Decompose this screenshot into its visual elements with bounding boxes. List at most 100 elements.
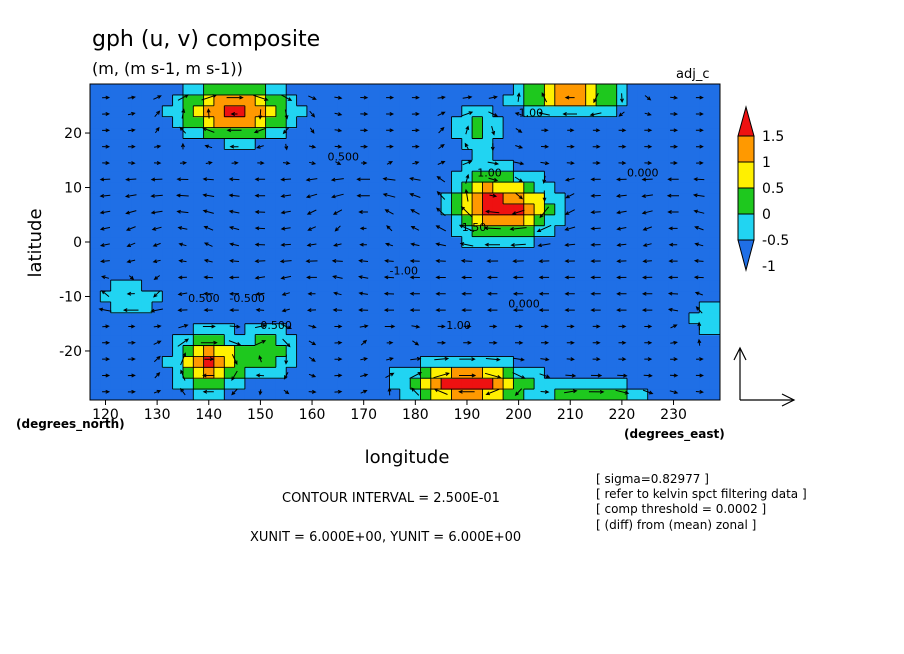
field-cell: [606, 149, 618, 161]
field-cell: [596, 291, 607, 303]
field-cell: [513, 291, 525, 303]
field-cell: [441, 160, 452, 172]
field-cell: [379, 367, 391, 379]
field-cell: [647, 225, 659, 238]
field-cell: [668, 236, 680, 249]
field-cell: [368, 138, 380, 150]
wind-vector: [695, 389, 704, 394]
field-cell: [503, 225, 514, 238]
field-cell: [172, 236, 184, 249]
x-tick-label: 180: [402, 407, 429, 423]
wind-vector: [566, 324, 575, 329]
field-cell: [523, 301, 535, 314]
wind-vector: [538, 275, 550, 280]
field-cell: [709, 138, 720, 150]
field-cell: [606, 160, 618, 172]
field-cell: [575, 269, 587, 281]
field-cell: [100, 367, 112, 379]
field-cell: [234, 127, 246, 140]
field-cell: [647, 171, 659, 183]
field-cell: [482, 247, 494, 259]
field-cell: [616, 378, 628, 390]
wind-vector: [434, 356, 450, 361]
field-cell: [234, 258, 246, 270]
wind-vector: [333, 243, 342, 247]
field-cell: [224, 356, 236, 368]
field-cell: [286, 345, 298, 357]
field-cell: [492, 334, 504, 347]
field-cell: [513, 258, 525, 270]
field-cell: [523, 378, 535, 390]
field-cell: [368, 225, 380, 238]
field-cell: [575, 116, 587, 129]
wind-vector: [153, 389, 162, 394]
field-cell: [296, 312, 308, 325]
wind-vector: [334, 340, 343, 345]
field-cell: [172, 84, 184, 96]
field-cell: [100, 214, 112, 227]
field-cell: [358, 334, 370, 347]
field-cell: [451, 236, 463, 249]
field-cell: [327, 105, 339, 118]
field-cell: [606, 378, 618, 390]
field-cell: [275, 116, 287, 129]
field-cell: [699, 214, 711, 227]
field-cell: [296, 280, 308, 292]
field-cell: [306, 160, 318, 172]
field-cell: [141, 345, 153, 357]
field-cell: [627, 182, 638, 194]
field-cell: [183, 236, 194, 249]
field-cell: [565, 323, 576, 336]
field-cell: [492, 269, 504, 281]
wind-vector: [126, 242, 136, 247]
wind-vector: [511, 209, 525, 215]
field-cell: [596, 312, 607, 325]
field-cell: [482, 171, 494, 183]
field-cell: [234, 138, 246, 150]
field-cell: [224, 291, 236, 303]
field-cell: [430, 367, 442, 379]
wind-vector: [254, 210, 266, 214]
field-cell: [162, 160, 174, 172]
field-cell: [234, 193, 246, 205]
field-cell: [162, 378, 174, 390]
field-cell: [379, 269, 391, 281]
field-cell: [131, 312, 143, 325]
field-cell: [658, 258, 669, 270]
field-cell: [585, 105, 597, 118]
field-cell: [627, 291, 638, 303]
field-cell: [121, 247, 132, 259]
field-cell: [492, 105, 504, 118]
field-cell: [565, 345, 576, 357]
wind-vector: [178, 259, 187, 263]
field-cell: [575, 138, 587, 150]
field-cell: [255, 323, 267, 336]
field-cell: [306, 214, 318, 227]
field-cell: [193, 323, 205, 336]
field-cell: [100, 203, 112, 216]
field-cell: [296, 269, 308, 281]
wind-vector: [465, 125, 470, 135]
wind-vector: [254, 193, 266, 198]
field-cell: [244, 171, 256, 183]
field-cell: [585, 291, 597, 303]
field-cell: [224, 312, 236, 325]
field-cell: [647, 193, 659, 205]
field-cell: [121, 236, 132, 249]
field-cell: [337, 105, 349, 118]
wind-vector: [644, 144, 653, 149]
field-cell: [193, 280, 205, 292]
field-cell: [616, 160, 628, 172]
field-cell: [585, 193, 597, 205]
field-cell: [265, 356, 277, 368]
field-cell: [358, 236, 370, 249]
field-cell: [492, 84, 504, 96]
wind-vector: [695, 111, 704, 116]
field-cell: [544, 214, 556, 227]
field-cell: [379, 225, 391, 238]
field-cell: [389, 203, 401, 216]
field-cell: [709, 105, 720, 118]
field-cell: [286, 389, 298, 400]
field-cell: [544, 345, 556, 357]
field-cell: [606, 323, 618, 336]
